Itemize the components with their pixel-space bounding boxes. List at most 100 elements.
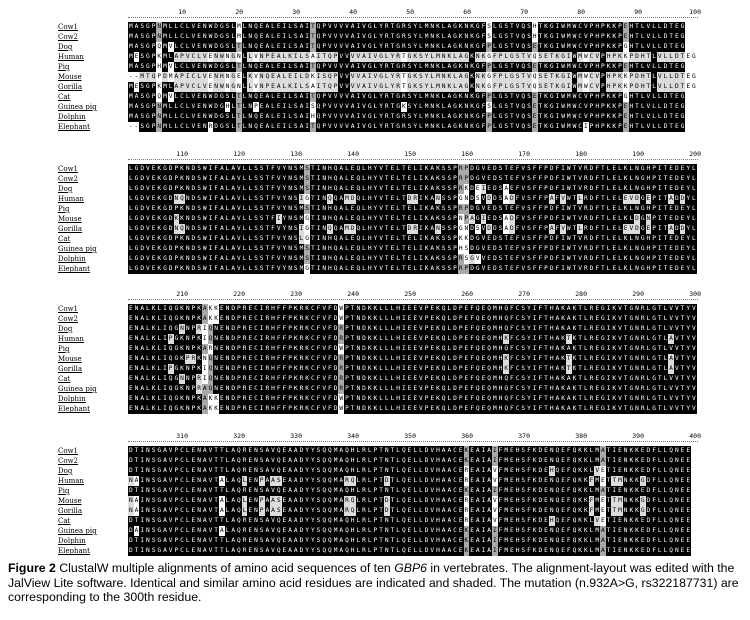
residue: L [440, 22, 447, 32]
residue: S [440, 244, 447, 254]
residue: S [406, 122, 413, 132]
residue: K [503, 334, 510, 344]
residue: A [201, 526, 208, 536]
residue: T [310, 174, 316, 184]
residue: I [480, 526, 487, 536]
residue: G [156, 486, 163, 496]
residue: F [565, 496, 572, 506]
residue: L [156, 304, 163, 314]
residue: A [503, 184, 510, 194]
residue: L [395, 244, 401, 254]
residue: K [583, 476, 589, 486]
residue: K [531, 486, 538, 496]
residue: I [315, 184, 322, 194]
residue: I [304, 102, 310, 112]
residue: E [594, 404, 601, 414]
residue: Q [401, 496, 407, 506]
residue: T [133, 456, 140, 466]
residue: V [361, 112, 367, 122]
residue: G [145, 102, 151, 112]
residue: K [480, 82, 487, 92]
residue: Y [372, 264, 379, 274]
residue: C [253, 314, 259, 324]
residue: H [327, 254, 333, 264]
residue: C [179, 546, 185, 556]
residue: I [258, 314, 265, 324]
residue: T [349, 314, 356, 324]
residue: L [446, 344, 453, 354]
residue: W [565, 244, 572, 254]
residue: A [440, 546, 447, 556]
residue: D [588, 184, 595, 194]
residue: D [469, 244, 475, 254]
residue: D [645, 466, 652, 476]
residue: E [196, 32, 202, 42]
residue: L [287, 112, 293, 122]
residue: K [531, 506, 538, 516]
residue: T [310, 204, 316, 214]
residue: Y [526, 354, 532, 364]
residue: Q [571, 466, 578, 476]
residue: I [275, 214, 282, 224]
residue: D [423, 456, 430, 466]
residue: V [338, 52, 345, 62]
residue: G [639, 496, 646, 506]
residue: L [241, 204, 248, 214]
residue: S [440, 194, 447, 204]
residue: N [457, 214, 464, 224]
residue: E [543, 546, 549, 556]
residue: N [440, 72, 447, 82]
residue: C [514, 394, 521, 404]
residue: R [463, 466, 470, 476]
residue: I [207, 234, 214, 244]
residue: L [418, 516, 424, 526]
residue: P [543, 234, 549, 244]
residue: N [253, 496, 259, 506]
residue: D [548, 164, 555, 174]
residue: R [241, 446, 248, 456]
residue: P [617, 102, 623, 112]
residue: L [605, 224, 612, 234]
residue: H [548, 374, 555, 384]
residue: H [349, 486, 356, 496]
residue: S [520, 516, 527, 526]
residue: M [423, 92, 430, 102]
residue: T [509, 112, 515, 122]
residue: E [219, 384, 225, 394]
residue: L [355, 536, 362, 546]
species-name: Human [58, 477, 84, 485]
residue: K [292, 384, 299, 394]
residue: A [469, 214, 475, 224]
residue: Y [412, 32, 419, 42]
residue: V [207, 496, 214, 506]
residue: I [281, 42, 288, 52]
residue: A [287, 456, 293, 466]
residue: P [150, 82, 157, 92]
residue: E [486, 184, 492, 194]
residue: R [241, 466, 248, 476]
residue: L [230, 22, 237, 32]
residue: S [520, 496, 527, 506]
residue: E [469, 516, 475, 526]
residue: V [236, 234, 242, 244]
residue: Q [554, 536, 561, 546]
residue: C [190, 72, 197, 82]
residue: P [173, 546, 180, 556]
residue: A [338, 546, 345, 556]
residue: I [401, 324, 407, 334]
residue: L [366, 486, 373, 496]
residue: P [287, 354, 293, 364]
residue: Q [315, 102, 322, 112]
residue: T [389, 476, 396, 486]
residue: T [656, 334, 663, 344]
residue: P [173, 184, 180, 194]
residue: T [401, 254, 407, 264]
residue: T [401, 264, 407, 274]
residue: A [264, 42, 271, 52]
residue: E [480, 394, 487, 404]
residue: R [401, 92, 407, 102]
residue: T [577, 334, 583, 344]
residue: D [634, 194, 640, 204]
residue: P [588, 32, 595, 42]
residue: N [355, 334, 362, 344]
